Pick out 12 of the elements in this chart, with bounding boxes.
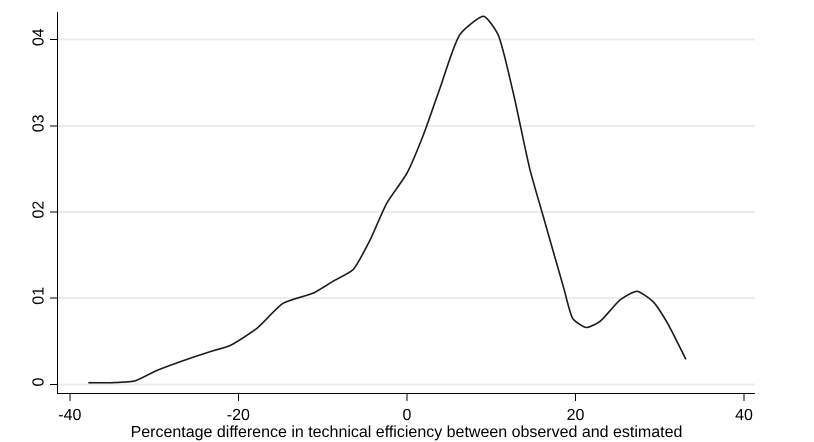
y-tick-label: 01 [30, 286, 48, 305]
x-tick-label: 20 [566, 407, 584, 424]
x-tick-label: 0 [402, 407, 412, 424]
x-tick-label: -20 [226, 407, 250, 424]
y-tick-label: 0 [30, 377, 48, 386]
x-tick-label: -40 [58, 407, 82, 424]
y-tick-label: 02 [30, 200, 48, 218]
x-axis-title: Percentage difference in technical efficiency between observed and estimated [130, 424, 682, 442]
y-tick-label: 04 [30, 28, 48, 46]
line-series [88, 16, 687, 384]
y-tick-label: 03 [30, 114, 48, 132]
x-tick-label: 40 [735, 407, 754, 424]
